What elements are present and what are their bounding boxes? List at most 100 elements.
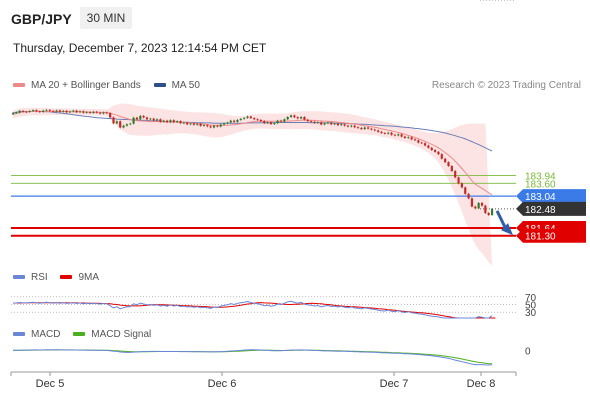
macd-signal-swatch [73,332,86,337]
candle-body [55,110,58,112]
candle-body [330,122,333,125]
candle-body [289,115,293,118]
candle-body [340,124,343,126]
candle-body [95,111,98,113]
candle-body [99,112,102,114]
macd-legend: MACD MACD Signal [13,329,151,340]
candle-body [216,125,219,127]
candle-body [470,198,474,207]
level-label-resistance: 183.60 [525,179,556,190]
candle-body [229,120,232,123]
time-axis: Dec 5 Dec 6 Dec 7 Dec 8 [10,371,517,390]
level-tag-last [516,201,586,216]
candle-body [42,110,45,112]
candle-body [356,127,360,129]
candle-body [48,109,51,111]
candle-body [380,131,383,133]
candle-body [186,122,189,125]
macd-line [13,349,493,366]
legend-item-9ma: 9MA [60,272,99,283]
candle-body [313,121,316,123]
candle-body [233,120,236,122]
time-axis-label: Dec 5 [36,378,65,390]
candle-body [266,122,269,124]
legend-label-rsi: RSI [31,272,48,283]
candle-body [135,117,139,120]
candle-body [65,110,68,113]
level-label-resistance: 183.94 [525,172,556,183]
candle-body [21,110,25,112]
candle-body [159,119,162,122]
candle-body [189,123,192,125]
candle-body [454,171,457,178]
price-legend: MA 20 + Bollinger Bands MA 50 [13,80,200,91]
level-tag-support [516,228,586,243]
candle-body [279,120,283,122]
bollinger-band-fill [13,103,493,266]
legend-label-ma20: MA 20 + Bollinger Bands [31,80,141,91]
candle-body [346,125,350,127]
candle-body [387,132,390,134]
macd-panel: 0 [13,347,531,366]
candle-body [209,126,212,128]
candle-body [383,132,386,134]
level-label-last: 182.48 [525,205,556,216]
research-credit: Research © 2023 Trading Central [431,80,581,91]
candle-body [259,119,262,122]
time-axis-label: Dec 7 [380,378,409,390]
candle-body [139,115,142,120]
candle-body [182,122,185,124]
rsi-legend: RSI 9MA [13,272,99,283]
candle-body [410,137,413,140]
candle-body [192,123,195,125]
legend-label-ma50: MA 50 [171,80,200,91]
candle-body [179,121,182,124]
candle-body [15,112,18,114]
candle-body [166,120,169,123]
legend-item-rsi: RSI [13,272,48,283]
candle-body [457,177,460,184]
macd-swatch [13,332,25,337]
candle-body [283,119,286,122]
candle-body [440,154,443,159]
candle-body [444,158,447,163]
candle-body [92,111,95,113]
candle-body [437,151,440,155]
candle-body [129,123,132,125]
candle-body [484,205,487,213]
legend-item-macd-signal: MACD Signal [73,329,151,340]
candle-body [487,212,490,216]
candle-body [403,136,407,138]
candle-body [474,206,477,209]
candle-body [88,111,92,113]
candle-body [434,150,437,152]
ma50-line [12,110,493,152]
candle-body [18,110,21,113]
candle-body [249,116,252,119]
candle-body [343,124,346,126]
timeframe-badge[interactable]: 30 MIN [80,7,132,29]
candle-body [109,113,112,118]
candle-body [68,111,72,113]
candle-body [85,111,88,113]
rsi-ref-label: 30 [525,308,537,319]
candle-body [316,122,319,124]
forecast-arrowhead [501,223,513,236]
candle-body [196,123,199,125]
candle-body [78,111,82,113]
candle-body [423,143,427,146]
rsi-swatch [13,275,25,280]
candle-body [293,115,296,118]
candle-body [373,129,376,131]
rsi-ref-label: 70 [525,293,537,304]
candle-body [480,202,484,206]
time-axis-label: Dec 8 [467,378,496,390]
candle-body [246,116,249,118]
candle-body [310,121,313,122]
candle-body [367,127,370,129]
candle-body [326,122,329,124]
candle-body [219,124,222,127]
candle-body [115,121,118,124]
candle-body [286,117,289,120]
